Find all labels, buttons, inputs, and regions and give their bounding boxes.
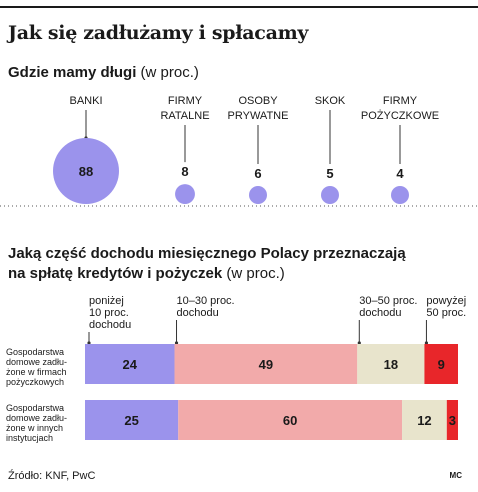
bar-segment	[424, 344, 458, 384]
bubble-value-label: 4	[396, 166, 404, 181]
section-title-line2: na spłatę kredytów i pożyczek (w proc.)	[8, 264, 406, 284]
bubble-value-label: 5	[326, 166, 333, 181]
section-title-line1: Jaką część dochodu miesięcznego Polacy p…	[8, 245, 406, 262]
bubble-3	[321, 186, 339, 204]
section-title-unit: (w proc.)	[136, 64, 199, 81]
bar-value-label: 3	[449, 413, 456, 428]
bubble-category-label: POŻYCZKOWE	[361, 109, 439, 122]
bar-segment	[85, 344, 175, 384]
segment-header-label: powyżej	[426, 295, 466, 307]
bubble-1	[175, 184, 195, 204]
bubble-category-label: FIRMY	[168, 95, 203, 107]
author-credit: MC	[449, 471, 462, 480]
bar-value-label: 25	[124, 413, 138, 428]
row-label: pożyczkowych	[6, 377, 64, 387]
bar-segment	[357, 344, 425, 384]
bubble-category-label: SKOK	[315, 95, 346, 107]
segment-leader-dot	[357, 341, 361, 345]
page-title: Jak się zadłużamy i spłacamy	[8, 22, 309, 44]
segment-header-label: 10 proc.	[89, 307, 129, 319]
bar-segment	[174, 344, 358, 384]
segment-header-label: 10–30 proc.	[177, 295, 235, 307]
bubble-category-label: OSOBY	[238, 95, 278, 107]
row-label: domowe zadłu-	[6, 413, 67, 423]
segment-header-label: 30–50 proc.	[359, 295, 417, 307]
bar-segment	[446, 400, 458, 440]
segment-header-label: dochodu	[177, 307, 219, 319]
bar-value-label: 49	[259, 357, 273, 372]
bubble-category-label: FIRMY	[383, 95, 418, 107]
bubble-category-label: PRYWATNE	[228, 110, 289, 122]
row-label: instytucjach	[6, 433, 53, 443]
bar-value-label: 60	[283, 413, 297, 428]
section-title-debt-sources: Gdzie mamy długi (w proc.)	[8, 64, 199, 81]
bubble-value-label: 88	[79, 164, 93, 179]
source-note: Źródło: KNF, PwC	[8, 470, 96, 482]
bar-segment	[178, 400, 403, 440]
bubble-4	[391, 186, 409, 204]
bubble-2	[249, 186, 267, 204]
segment-header-label: poniżej	[89, 295, 124, 307]
segment-header-label: dochodu	[359, 307, 401, 319]
section-title-income-share: Jaką część dochodu miesięcznego Polacy p…	[8, 244, 406, 284]
segment-leader-dot	[424, 341, 429, 345]
segment-leader-dot	[87, 341, 91, 345]
bubble-category-label: BANKI	[69, 95, 102, 107]
row-label: Gospodarstwa	[6, 403, 64, 413]
bar-value-label: 9	[438, 357, 445, 372]
row-label: żone w innych	[6, 423, 63, 433]
bubble-value-label: 6	[254, 166, 261, 181]
bar-segment	[402, 400, 447, 440]
row-label: Gospodarstwa	[6, 347, 64, 357]
bar-value-label: 24	[123, 357, 138, 372]
bar-value-label: 18	[384, 357, 398, 372]
top-rule	[0, 6, 478, 8]
bubble-value-label: 8	[181, 164, 188, 179]
segment-leader-dot	[174, 341, 179, 345]
section-title-line2-bold: na spłatę kredytów i pożyczek	[8, 265, 223, 282]
segment-header-label: dochodu	[89, 319, 131, 331]
section-title-unit: (w proc.)	[222, 265, 285, 282]
bar-segment	[85, 400, 179, 440]
bubble-0	[53, 138, 119, 204]
segment-header-label: 50 proc.	[426, 307, 466, 319]
bubble-category-label: RATALNE	[160, 110, 209, 122]
bubble-chart: BANKI 88 FIRMY RATALNE 8 OSOBY PRYWATNE 6 SKOK 5 F…	[0, 95, 478, 207]
row-label: żone w firmach	[6, 367, 67, 377]
row-label: domowe zadłu-	[6, 357, 67, 367]
section-title-bold: Gdzie mamy długi	[8, 64, 137, 81]
bar-value-label: 12	[417, 413, 431, 428]
